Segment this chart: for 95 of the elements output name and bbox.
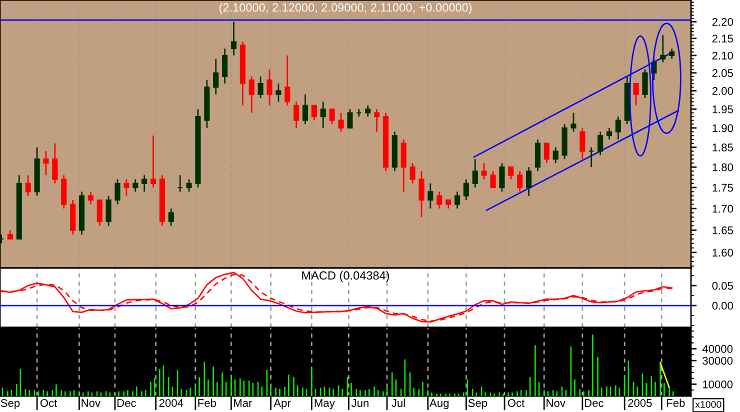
candlestick <box>499 162 505 192</box>
candlestick <box>508 166 514 180</box>
x-tick-label: May <box>314 399 335 410</box>
candlestick <box>43 150 49 176</box>
candlestick <box>284 54 290 106</box>
candlestick <box>329 108 335 125</box>
x-tick-label: Feb <box>667 398 685 407</box>
candlestick <box>302 94 308 125</box>
candlestick <box>294 101 300 129</box>
y-tick-label: 1.75 <box>712 184 733 192</box>
candlestick <box>517 170 523 192</box>
candlestick <box>669 48 675 60</box>
y-tick-label: 1.90 <box>712 124 734 132</box>
candlestick <box>276 82 282 102</box>
candlestick <box>454 190 460 210</box>
candlestick <box>230 21 237 56</box>
candlestick <box>615 116 621 140</box>
y-tick-label: 30000 <box>702 356 733 365</box>
candlestick <box>400 138 406 192</box>
y-tick-label: 2.15 <box>712 34 733 43</box>
candlestick <box>428 182 434 210</box>
x-tick-label: Apr <box>274 399 291 410</box>
x-tick-label: Feb <box>198 398 216 407</box>
x-tick-label: Jul <box>392 398 405 407</box>
candlestick <box>186 178 192 192</box>
y-tick-label: 40000 <box>702 345 733 353</box>
candlestick <box>347 108 353 129</box>
x-tick-label: 2005 <box>628 399 652 407</box>
candlestick <box>526 166 532 197</box>
candlestick <box>248 76 254 114</box>
x-tick-label: Nov <box>546 399 566 407</box>
candlestick <box>642 68 648 99</box>
candlestick <box>436 190 442 210</box>
candlestick <box>418 170 424 218</box>
candlestick <box>150 134 156 188</box>
candlestick <box>660 34 666 64</box>
x-tick-label: Oct <box>508 399 525 407</box>
candlestick <box>534 138 541 172</box>
candlestick <box>142 174 148 192</box>
y-tick-label: 1.80 <box>712 163 734 172</box>
candlestick <box>258 76 264 99</box>
x-tick-label: Dec <box>117 399 136 407</box>
candlestick <box>598 131 604 156</box>
candlestick <box>552 146 558 164</box>
candlestick <box>311 104 317 122</box>
candlestick <box>490 170 496 188</box>
candlestick <box>25 174 31 197</box>
y-tick-label: 1.65 <box>712 226 733 234</box>
x-tick-label: Nov <box>82 399 101 407</box>
candlestick <box>96 199 102 226</box>
y-axis-title: x1000 <box>695 400 722 408</box>
y-tick-label: 10000 <box>702 380 733 388</box>
candlestick <box>124 178 130 197</box>
x-tick-label: Oct <box>40 399 58 407</box>
y-tick-label: 1.85 <box>712 144 733 152</box>
candlestick <box>544 142 550 164</box>
candlestick <box>222 48 228 84</box>
y-tick-label: 1.70 <box>712 204 734 213</box>
y-tick-label: 2.10 <box>712 52 734 60</box>
y-tick-label: 2.00 <box>712 87 734 95</box>
x-tick-label: 2004 <box>159 399 184 407</box>
candlestick <box>213 58 219 96</box>
candlestick <box>114 178 120 205</box>
y-tick-label: 2.05 <box>712 69 733 78</box>
candlestick <box>374 108 380 132</box>
x-tick-label: Dec <box>584 399 604 407</box>
y-tick-label: 1.95 <box>712 105 733 114</box>
candlestick <box>463 178 469 201</box>
candlestick <box>633 82 639 106</box>
candlestick <box>338 112 344 132</box>
candlestick <box>410 162 416 184</box>
y-tick-label: 0.00 <box>712 302 734 310</box>
y-tick-label: 1.60 <box>712 248 734 257</box>
candlestick <box>481 162 487 180</box>
candlestick <box>320 101 326 129</box>
candlestick <box>106 195 112 226</box>
candlestick <box>168 208 174 226</box>
x-tick-label: Sep <box>0 399 20 410</box>
x-tick-label: Aug <box>430 399 449 410</box>
candlestick <box>266 68 272 106</box>
candlestick <box>88 190 94 205</box>
candlestick <box>132 178 138 192</box>
candlestick <box>570 112 576 132</box>
candlestick <box>365 104 371 118</box>
candlestick <box>606 127 612 140</box>
candlestick <box>52 142 58 184</box>
candlestick <box>580 127 586 160</box>
y-tick-label: 0.05 <box>712 282 733 290</box>
chart-title: (2.10000, 2.12000, 2.09000, 2.11000, +0.00000) <box>219 3 472 14</box>
x-tick-label: Jun <box>351 399 368 407</box>
x-tick-label: Sep <box>468 399 488 410</box>
chart-title: MACD (0.04384) <box>302 271 390 282</box>
x-tick-label: Mar <box>234 399 252 407</box>
y-tick-label: 2.20 <box>712 18 734 26</box>
candlestick <box>472 158 478 188</box>
